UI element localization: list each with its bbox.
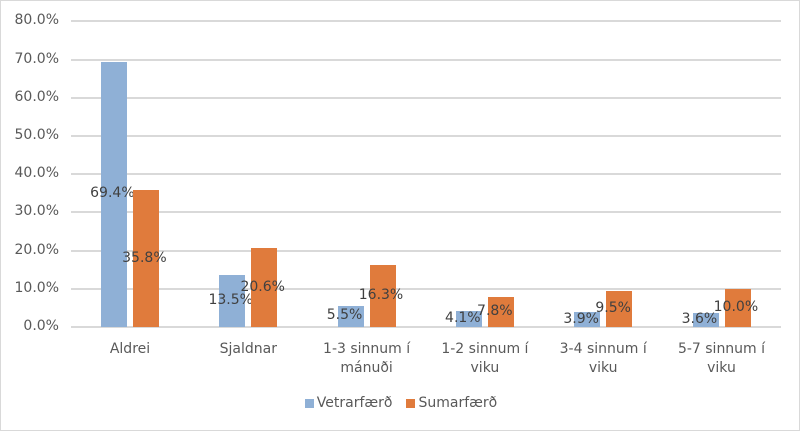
legend-label: Vetrarfærð	[316, 395, 393, 411]
y-tick-label: 10.0%	[14, 279, 59, 296]
data-label: 3.9%	[563, 310, 599, 327]
data-label: 9.5%	[595, 299, 631, 316]
data-label: 20.6%	[240, 278, 285, 295]
bar-vetrarfaerd	[219, 275, 246, 327]
data-label: 5.5%	[326, 307, 363, 324]
x-tick-label: Sjaldnar	[219, 341, 277, 357]
gridline	[71, 20, 781, 23]
x-tick-label: 5-7 sinnum í viku	[677, 341, 766, 376]
y-tick-label: 70.0%	[14, 50, 59, 67]
legend-swatch-icon	[406, 398, 416, 408]
x-axis-line	[71, 326, 781, 328]
data-label: 3.6%	[681, 311, 718, 328]
legend-item-sumarfaerd: Sumarfærð	[406, 395, 497, 411]
y-tick-label: 80.0%	[14, 12, 59, 29]
bar-vetrarfaerd	[101, 61, 128, 327]
data-label: 69.4%	[90, 185, 135, 202]
gridline	[71, 173, 781, 176]
y-tick-label: 40.0%	[14, 165, 59, 182]
bar-vetrarfaerd	[692, 313, 719, 327]
y-tick-label: 20.0%	[14, 241, 59, 258]
x-tick-label: 1-3 sinnum í mánuði	[323, 341, 411, 376]
data-label: 13.5%	[208, 292, 253, 309]
bar-sumarfaerd	[369, 264, 396, 327]
legend-label: Sumarfærð	[418, 395, 498, 411]
y-tick-label: 60.0%	[14, 88, 59, 105]
bar-sumarfaerd	[724, 288, 751, 327]
bar-sumarfaerd	[251, 248, 278, 327]
data-label: 35.8%	[122, 249, 167, 266]
bar-vetrarfaerd	[337, 305, 364, 327]
data-label: 7.8%	[477, 303, 513, 320]
x-tick-label: Aldrei	[109, 341, 151, 357]
legend: Vetrarfærð Sumarfærð	[1, 395, 800, 411]
gridline	[71, 58, 781, 61]
gridline	[71, 249, 781, 252]
bar-sumarfaerd	[133, 190, 160, 327]
gridline	[71, 287, 781, 290]
legend-swatch-icon	[304, 398, 314, 408]
y-tick-label: 0.0%	[23, 318, 59, 334]
bar-sumarfaerd	[488, 297, 515, 327]
gridline	[71, 211, 781, 214]
gridline	[71, 135, 781, 137]
y-tick-label: 30.0%	[14, 203, 59, 220]
gridline	[71, 96, 781, 99]
x-tick-label: 1-2 sinnum í viku	[441, 341, 529, 376]
data-label: 16.3%	[358, 286, 404, 303]
x-tick-label: 3-4 sinnum í viku	[559, 341, 647, 376]
y-tick-label: 50.0%	[14, 127, 59, 143]
data-label: 10.0%	[713, 298, 759, 315]
legend-item-vetrarfaerd: Vetrarfærð	[304, 395, 393, 411]
data-label: 4.1%	[445, 310, 481, 327]
bar-sumarfaerd	[606, 290, 633, 327]
bar-vetrarfaerd	[574, 312, 601, 327]
bar-vetrarfaerd	[456, 311, 483, 327]
